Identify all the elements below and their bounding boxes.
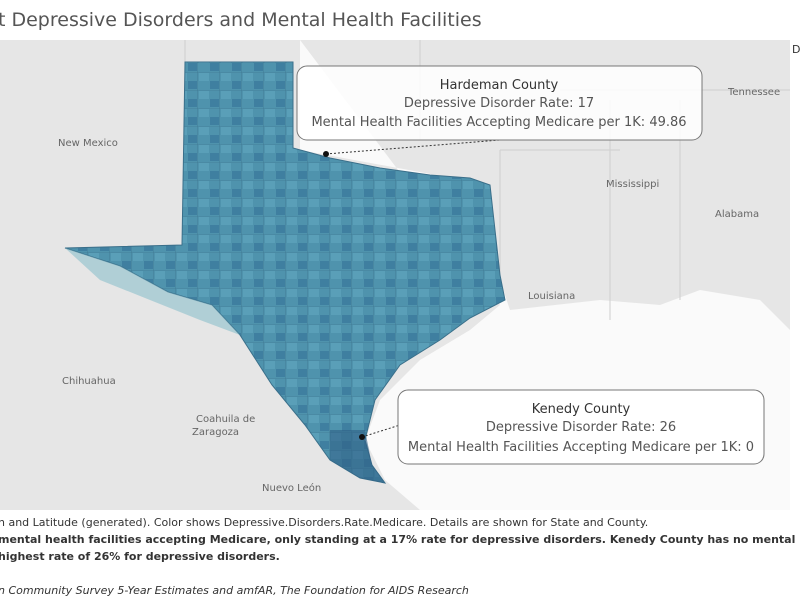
tooltip-line: Mental Health Facilities Accepting Medic…	[311, 115, 686, 130]
source: n Community Survey 5-Year Estimates and …	[0, 584, 469, 597]
map-label: Nuevo León	[262, 482, 321, 494]
county-marker[interactable]	[323, 151, 329, 157]
map-label: Coahuila de	[196, 414, 255, 425]
map-label: Tennessee	[727, 87, 780, 98]
tooltip-title: Kenedy County	[532, 402, 631, 417]
tooltip-title: Hardeman County	[440, 78, 559, 93]
title: t Depressive Disorders and Mental Health…	[0, 9, 482, 31]
leader-line	[361, 424, 401, 438]
summary: mental health facilities accepting Medic…	[0, 533, 800, 546]
caption: n and Latitude (generated). Color shows …	[0, 516, 648, 529]
tooltip: Hardeman County Depressive Disorder Rate…	[296, 65, 703, 141]
summary: highest rate of 26% for depressive disor…	[0, 550, 280, 563]
tooltip-line: Depressive Disorder Rate: 17	[404, 96, 594, 111]
map-label: Chihuahua	[62, 376, 116, 387]
legend-fragment: D	[792, 43, 800, 56]
map-label: Alabama	[715, 209, 759, 220]
tooltip-line: Depressive Disorder Rate: 26	[486, 420, 676, 435]
south-texas-counties	[330, 430, 385, 483]
map-label: Zaragoza	[192, 427, 239, 438]
tooltip: Kenedy County Depressive Disorder Rate: …	[397, 389, 765, 465]
texas-counties	[64, 61, 506, 484]
map-label: New Mexico	[58, 138, 118, 149]
map-label: Mississippi	[606, 179, 659, 190]
tooltip-line: Mental Health Facilities Accepting Medic…	[408, 440, 754, 455]
county-marker[interactable]	[359, 434, 365, 440]
west-texas-counties	[65, 248, 240, 335]
map-label: Louisiana	[528, 291, 575, 302]
leader-line	[325, 139, 501, 155]
